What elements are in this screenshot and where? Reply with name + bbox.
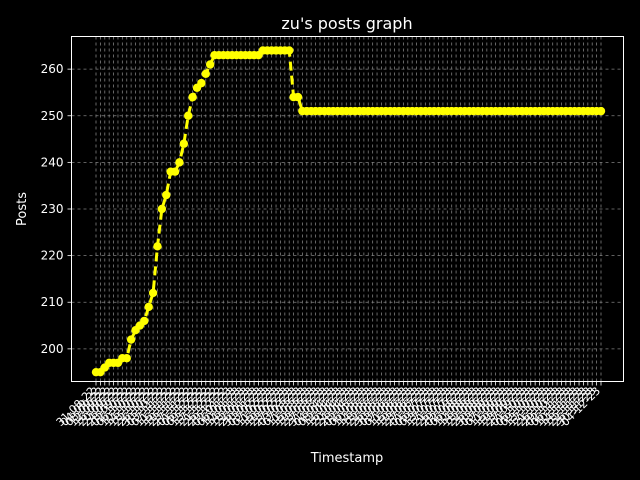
- y-tick-label: 210: [41, 295, 64, 309]
- data-point: [126, 335, 136, 344]
- data-point: [157, 204, 167, 214]
- x-axis-label: Timestamp: [310, 451, 384, 466]
- data-point: [184, 111, 193, 120]
- data-point: [153, 242, 162, 251]
- data-point: [148, 288, 158, 298]
- y-tick-label: 230: [41, 202, 64, 216]
- y-ticks: 200 210 220 230 240 250 260: [41, 62, 72, 356]
- data-point: [175, 158, 184, 167]
- y-tick-label: 240: [41, 155, 64, 169]
- series-layer: [91, 46, 606, 377]
- data-point: [285, 46, 294, 55]
- x-ticks: 31-08-2204-09-2208-09-2212-09-2216-09-22…: [54, 381, 603, 429]
- data-point: [201, 69, 210, 78]
- data-point: [144, 302, 153, 312]
- data-point: [162, 190, 171, 200]
- data-point: [179, 139, 189, 148]
- data-point: [140, 316, 149, 326]
- data-point: [293, 92, 303, 102]
- y-axis-label: Posts: [15, 192, 30, 226]
- y-tick-label: 250: [41, 109, 64, 123]
- y-tick-label: 260: [41, 62, 64, 76]
- data-point: [197, 78, 206, 88]
- data-point: [188, 92, 197, 102]
- data-point: [122, 353, 131, 363]
- data-point: [170, 167, 180, 176]
- chart-title: zu's posts graph: [281, 14, 412, 33]
- data-point: [205, 60, 215, 69]
- y-tick-label: 200: [41, 342, 64, 356]
- data-point: [596, 106, 606, 116]
- y-tick-label: 220: [41, 249, 64, 263]
